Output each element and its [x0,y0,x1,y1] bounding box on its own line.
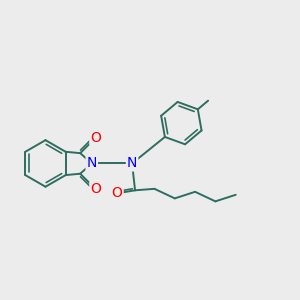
Text: O: O [90,182,101,196]
Text: N: N [127,156,137,170]
Text: O: O [90,130,101,145]
Text: N: N [87,156,97,170]
Text: O: O [112,186,123,200]
